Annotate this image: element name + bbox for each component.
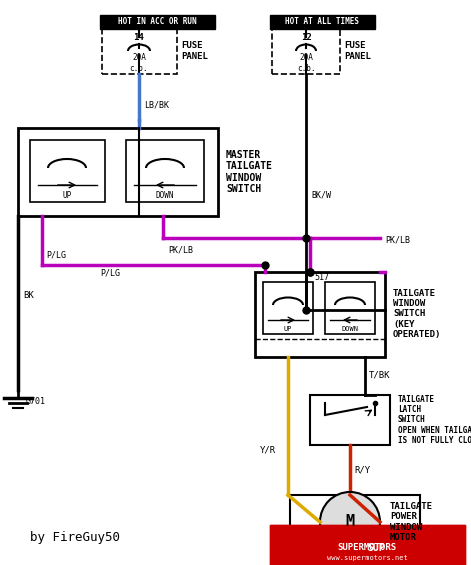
Bar bbox=[270, 525, 465, 565]
Text: 20A
c.b.: 20A c.b. bbox=[297, 53, 315, 73]
Text: 12: 12 bbox=[300, 33, 311, 42]
Text: P/LG: P/LG bbox=[100, 268, 120, 277]
Text: TAILGATE
WINDOW
SWITCH
(KEY
OPERATED): TAILGATE WINDOW SWITCH (KEY OPERATED) bbox=[393, 289, 441, 340]
Text: FUSE
PANEL: FUSE PANEL bbox=[181, 41, 208, 60]
Text: T/BK: T/BK bbox=[369, 371, 390, 380]
Text: 20A
c.b.: 20A c.b. bbox=[130, 53, 148, 73]
Text: SUP: SUP bbox=[367, 543, 385, 553]
Text: PK/LB: PK/LB bbox=[168, 246, 193, 254]
Text: UP: UP bbox=[62, 192, 72, 201]
Bar bbox=[263, 282, 313, 334]
Text: BK/W: BK/W bbox=[311, 190, 331, 199]
Text: 517: 517 bbox=[314, 272, 329, 281]
Text: by FireGuy50: by FireGuy50 bbox=[30, 532, 120, 545]
Text: TAILGATE
POWER
WINDOW
MOTOR: TAILGATE POWER WINDOW MOTOR bbox=[390, 502, 433, 542]
Bar bbox=[30, 140, 105, 202]
Bar bbox=[126, 140, 204, 202]
Text: BK: BK bbox=[23, 290, 34, 299]
Bar bbox=[255, 272, 385, 357]
Text: TAILGATE
LATCH
SWITCH
OPEN WHEN TAILGATE
IS NOT FULLY CLOSED: TAILGATE LATCH SWITCH OPEN WHEN TAILGATE… bbox=[398, 395, 471, 445]
Text: M: M bbox=[345, 515, 355, 529]
Text: Y/R: Y/R bbox=[260, 445, 276, 454]
Text: PK/LB: PK/LB bbox=[385, 236, 410, 245]
Text: LB/BK: LB/BK bbox=[144, 101, 169, 110]
Circle shape bbox=[320, 492, 380, 552]
Bar bbox=[18, 128, 218, 216]
Text: FUSE
PANEL: FUSE PANEL bbox=[344, 41, 371, 60]
Bar bbox=[272, 29, 340, 74]
Text: HOT AT ALL TIMES: HOT AT ALL TIMES bbox=[285, 18, 359, 27]
Text: DOWN: DOWN bbox=[156, 192, 174, 201]
Bar bbox=[325, 282, 375, 334]
Text: R/Y: R/Y bbox=[354, 466, 370, 475]
Text: P/LG: P/LG bbox=[46, 250, 66, 259]
Text: SUPERMOTORS: SUPERMOTORS bbox=[337, 544, 397, 553]
Text: MASTER
TAILGATE
WINDOW
SWITCH: MASTER TAILGATE WINDOW SWITCH bbox=[226, 150, 273, 194]
Bar bbox=[270, 525, 465, 565]
Text: 14: 14 bbox=[134, 33, 145, 42]
Bar bbox=[310, 395, 390, 445]
Text: HOT IN ACC OR RUN: HOT IN ACC OR RUN bbox=[118, 18, 196, 27]
Text: UP: UP bbox=[284, 326, 292, 332]
Bar bbox=[100, 15, 215, 29]
Bar bbox=[102, 29, 177, 74]
Bar bbox=[290, 495, 420, 550]
Text: www.supermotors.net: www.supermotors.net bbox=[326, 555, 407, 561]
Text: G701: G701 bbox=[26, 398, 46, 406]
Text: DOWN: DOWN bbox=[341, 326, 358, 332]
Bar bbox=[270, 15, 375, 29]
